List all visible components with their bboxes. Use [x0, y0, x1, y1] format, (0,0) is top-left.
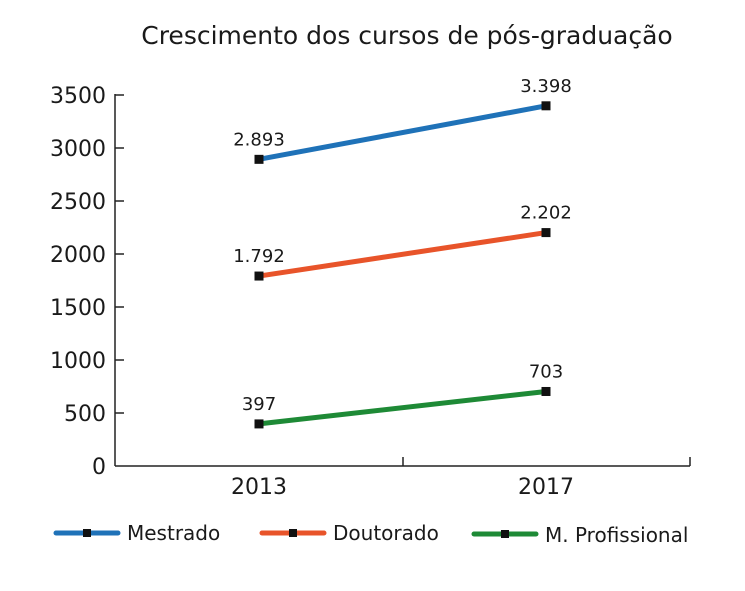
legend-label: Doutorado	[333, 521, 439, 545]
legend-label: Mestrado	[127, 521, 220, 545]
y-tick-label: 2000	[50, 243, 106, 268]
y-tick-label: 0	[92, 455, 106, 480]
legend-item-mestrado: Mestrado	[53, 521, 220, 545]
data-label: 2.893	[233, 129, 285, 150]
data-point-marker	[254, 419, 264, 429]
data-point-marker	[541, 228, 551, 238]
y-axis: 0 500 1000 1500 2000 2500 3000 3500	[50, 84, 124, 480]
data-point-marker	[254, 271, 264, 281]
series-m-profissional: 397 703	[242, 361, 563, 429]
legend-item-doutorado: Doutorado	[259, 521, 439, 545]
data-label: 2.202	[520, 203, 572, 224]
series-mestrado: 2.893 3.398	[233, 76, 572, 164]
square-marker-icon	[501, 530, 509, 538]
data-label: 703	[529, 361, 563, 382]
x-tick-label: 2013	[231, 475, 287, 500]
series-doutorado: 1.792 2.202	[233, 203, 572, 281]
x-tick-label: 2017	[518, 475, 574, 500]
y-tick-label: 2500	[50, 190, 106, 215]
legend-label: M. Profissional	[545, 523, 688, 547]
y-tick-label: 1500	[50, 296, 106, 321]
chart-title: Crescimento dos cursos de pós-graduação	[141, 21, 672, 50]
y-tick-label: 3500	[50, 84, 106, 109]
legend: Mestrado Doutorado M. Profissional	[53, 521, 688, 547]
data-point-marker	[541, 386, 551, 396]
y-tick-label: 3000	[50, 137, 106, 162]
legend-item-m-profissional: M. Profissional	[471, 523, 688, 547]
data-point-marker	[254, 154, 264, 164]
plot-area: 2.893 3.398 1.792 2.202 397 703	[233, 76, 572, 429]
y-tick-label: 1000	[50, 349, 106, 374]
data-point-marker	[541, 101, 551, 111]
y-tick-label: 500	[64, 402, 106, 427]
data-label: 3.398	[520, 76, 572, 97]
data-label: 1.792	[233, 246, 285, 267]
square-marker-icon	[83, 529, 91, 537]
square-marker-icon	[289, 529, 297, 537]
x-axis: 2013 2017	[115, 457, 691, 500]
data-label: 397	[242, 394, 276, 415]
